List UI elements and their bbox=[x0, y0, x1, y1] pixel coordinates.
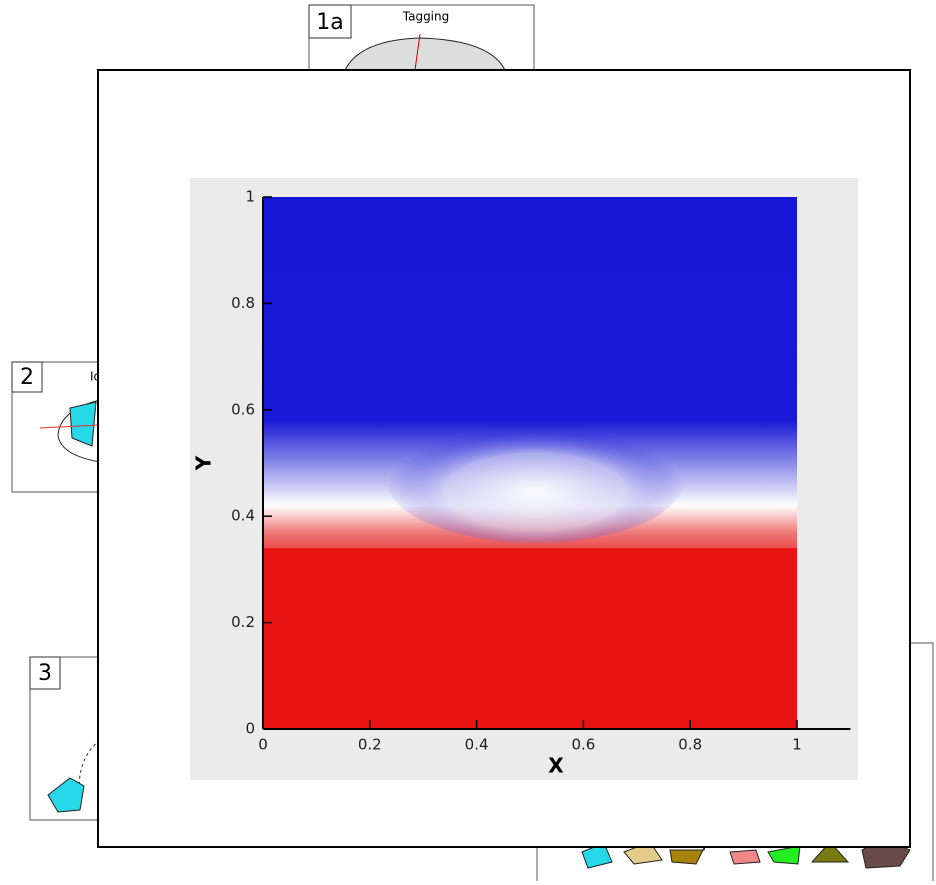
x-tick-label: 0.4 bbox=[465, 736, 489, 754]
y-tick-label: 0.4 bbox=[231, 507, 255, 525]
x-tick-label: 0.6 bbox=[571, 736, 595, 754]
y-tick-label: 0.8 bbox=[231, 294, 255, 312]
x-tick-label: 0 bbox=[258, 736, 268, 754]
contour-lower bbox=[263, 548, 797, 729]
x-tick-label: 0.2 bbox=[358, 736, 382, 754]
contour-bump bbox=[386, 415, 685, 543]
y-tick-label: 0.2 bbox=[231, 613, 255, 631]
y-tick-label: 0 bbox=[245, 720, 255, 738]
panel-label: 1a bbox=[316, 10, 343, 35]
x-tick-label: 0.8 bbox=[678, 736, 702, 754]
y-axis-label: Y bbox=[192, 455, 216, 471]
y-tick-label: 1 bbox=[245, 188, 255, 206]
x-tick-label: 1 bbox=[792, 736, 802, 754]
panel-label: 2 bbox=[20, 365, 34, 390]
panel-label: 3 bbox=[38, 661, 52, 686]
y-tick-label: 0.6 bbox=[231, 400, 255, 418]
screen: 1a Tagging 2 Id 3 00.20 bbox=[0, 0, 936, 881]
panel-title: Tagging bbox=[402, 10, 450, 24]
x-axis-label: X bbox=[548, 754, 564, 778]
plot: 0 0.2 0.4 0.6 0.8 1 0 0.2 0.4 0.6 0.8 1 X Y bbox=[192, 188, 851, 778]
